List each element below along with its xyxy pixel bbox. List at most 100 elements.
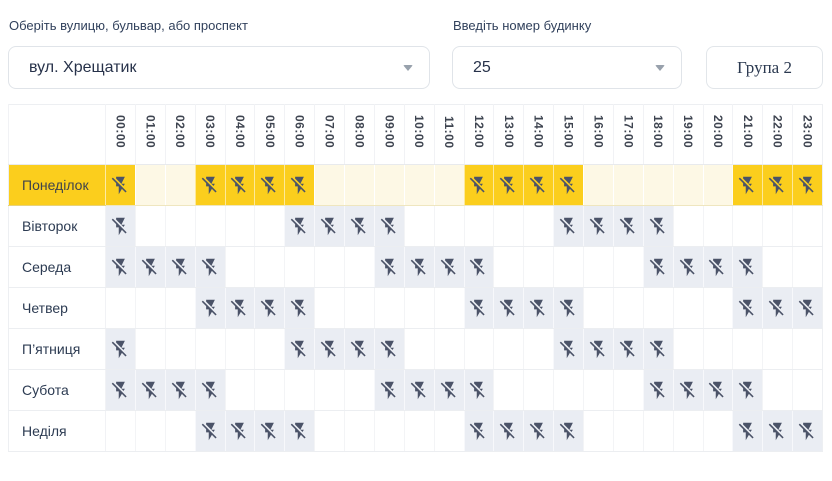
day-label: П’ятниця [8,328,106,370]
schedule-cell [672,246,703,288]
schedule-cell [702,410,733,452]
schedule-cell [553,164,584,206]
flash-off-icon [290,299,306,317]
flash-off-icon [529,422,545,440]
schedule-cell [284,164,315,206]
flash-off-icon [649,217,665,235]
schedule-cell [314,328,345,370]
house-select[interactable]: 25 [452,46,682,89]
flash-off-icon [231,299,247,317]
schedule-cell [523,369,554,411]
schedule-cell [642,369,674,411]
schedule-cell [284,410,315,452]
hour-header: 08:00 [344,104,375,165]
schedule-cell [553,287,584,329]
schedule-cell [254,369,285,411]
schedule-cell [194,410,225,452]
schedule-cell [105,205,136,247]
flash-off-icon [559,217,575,235]
schedule-cell [702,287,733,329]
schedule-cell [373,246,405,288]
schedule-row: Понеділок [8,164,823,206]
schedule-cell [732,328,763,370]
schedule-cell [344,369,375,411]
hour-header: 19:00 [672,104,703,165]
schedule-cell [373,164,405,206]
flash-off-icon [350,340,366,358]
schedule-cell [224,369,255,411]
flash-off-icon [768,422,784,440]
schedule-cell [134,287,166,329]
schedule-cell [403,205,435,247]
flash-off-icon [619,217,635,235]
flash-off-icon [350,217,366,235]
flash-off-icon [111,381,127,399]
schedule-cell [433,205,464,247]
flash-off-icon [709,381,725,399]
schedule-cell [463,205,494,247]
house-control: Введіть номер будинку 25 [452,12,682,89]
street-select-value: вул. Хрещатик [29,58,137,76]
schedule-cell [134,369,166,411]
street-select[interactable]: вул. Хрещатик [8,46,430,89]
schedule-cell [344,410,375,452]
schedule-cell [612,287,644,329]
schedule-cell [732,410,763,452]
hour-header: 04:00 [224,104,255,165]
schedule-cell [314,410,345,452]
schedule-cell [792,410,823,452]
schedule-cell [762,328,793,370]
table-corner-cell [8,104,106,165]
flash-off-icon [739,176,754,194]
schedule-cell [672,369,703,411]
schedule-cell [194,205,225,247]
flash-off-icon [559,176,575,194]
hour-header: 07:00 [314,104,345,165]
schedule-cell [463,410,494,452]
schedule-cell [523,246,554,288]
schedule-cell [702,164,733,206]
chevron-down-icon [403,64,413,71]
flash-off-icon [470,258,486,276]
flash-off-icon [559,422,575,440]
schedule-cell [493,205,524,247]
schedule-cell [792,328,823,370]
schedule-cell [403,164,435,206]
flash-off-icon [739,422,754,440]
day-label: Неділя [8,410,106,452]
flash-off-icon [739,299,754,317]
flash-off-icon [231,176,247,194]
schedule-cell [762,410,793,452]
schedule-cell [762,246,793,288]
schedule-cell [792,164,823,206]
schedule-cell [792,287,823,329]
schedule-cell [373,410,405,452]
schedule-cell [463,287,494,329]
schedule-cell [254,287,285,329]
schedule-cell [284,328,315,370]
schedule-cell [164,328,196,370]
schedule-cell [553,369,584,411]
schedule-cell [493,164,524,206]
schedule-table: 00:00 01:00 02:00 03:00 04:00 05:00 06:00 07:00… [8,104,823,452]
schedule-row: Четвер [8,287,823,329]
schedule-cell [194,369,225,411]
schedule-cell [403,410,435,452]
schedule-cell [314,369,345,411]
flash-off-icon [589,340,605,358]
house-select-label: Введіть номер будинку [453,18,592,33]
schedule-cell [373,205,405,247]
group-button[interactable]: Група 2 [706,46,823,89]
schedule-cell [373,369,405,411]
schedule-cell [493,246,524,288]
flash-off-icon [201,381,217,399]
schedule-cell [105,369,136,411]
schedule-cell [612,328,644,370]
hours-header-row: 00:00 01:00 02:00 03:00 04:00 05:00 06:00 07:00… [8,104,823,165]
flash-off-icon [201,258,217,276]
schedule-cell [344,287,375,329]
schedule-cell [194,246,225,288]
hour-header: 13:00 [493,104,524,165]
flash-off-icon [739,381,754,399]
flash-off-icon [500,299,515,317]
